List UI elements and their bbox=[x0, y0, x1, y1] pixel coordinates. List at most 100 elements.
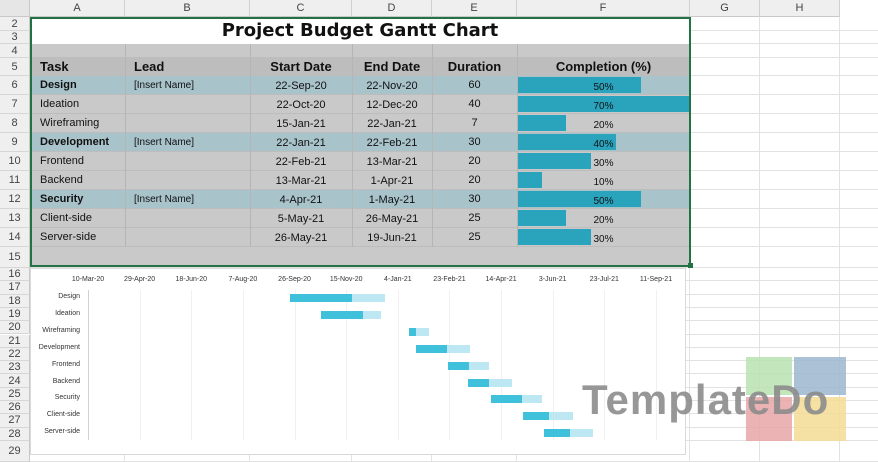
column-separator bbox=[250, 171, 251, 190]
column-separator bbox=[125, 95, 126, 114]
table-row[interactable]: Backend 13-Mar-21 1-Apr-21 20 10% bbox=[30, 171, 690, 190]
watermark-text: TemplateDo bbox=[582, 376, 830, 423]
row-header-24[interactable]: 24 bbox=[0, 374, 30, 388]
y-axis bbox=[88, 290, 89, 440]
gantt-bar-done bbox=[522, 412, 549, 421]
column-header-b[interactable]: B bbox=[125, 0, 250, 17]
completion-bar bbox=[517, 115, 567, 131]
lead-name: [Insert Name] bbox=[134, 193, 195, 205]
gantt-bar-remaining bbox=[469, 361, 489, 370]
row-header-9[interactable]: 9 bbox=[0, 133, 30, 152]
x-tick-label: 23-Jul-21 bbox=[589, 276, 619, 283]
column-separator bbox=[125, 76, 126, 95]
column-separator bbox=[432, 114, 433, 133]
gantt-bar-done bbox=[468, 378, 489, 387]
row-header-27[interactable]: 27 bbox=[0, 414, 30, 428]
header-lead: Lead bbox=[134, 59, 165, 74]
column-separator bbox=[517, 171, 518, 190]
gantt-bar-remaining bbox=[521, 395, 543, 404]
row-header-15[interactable]: 15 bbox=[0, 247, 30, 268]
row-header-23[interactable]: 23 bbox=[0, 361, 30, 375]
table-row[interactable]: Ideation 22-Oct-20 12-Dec-20 40 70% bbox=[30, 95, 690, 114]
lead-name: [Insert Name] bbox=[134, 79, 195, 91]
x-tick-label: 4-Jan-21 bbox=[383, 276, 412, 283]
table-row[interactable]: Design [Insert Name] 22-Sep-20 22-Nov-20 60 5… bbox=[30, 76, 690, 95]
y-tick-label: Security bbox=[54, 394, 80, 402]
row-header-17[interactable]: 17 bbox=[0, 281, 30, 295]
end-date: 22-Nov-20 bbox=[366, 80, 418, 92]
table-row[interactable]: Development [Insert Name] 22-Jan-21 22-Feb-… bbox=[30, 133, 690, 152]
x-tick-label: 18-Jun-20 bbox=[175, 276, 208, 283]
y-tick-label: Client-side bbox=[46, 411, 80, 419]
table-row[interactable]: Client-side 5-May-21 26-May-21 25 20% bbox=[30, 209, 690, 228]
task-name: Design bbox=[40, 79, 77, 91]
chart-gridline bbox=[552, 290, 554, 440]
row-header-29[interactable]: 29 bbox=[0, 440, 30, 462]
row-header-25[interactable]: 25 bbox=[0, 387, 30, 401]
row-header-4[interactable]: 4 bbox=[0, 44, 30, 58]
row-header-5[interactable]: 5 bbox=[0, 58, 30, 76]
row-header-6[interactable]: 6 bbox=[0, 76, 30, 95]
column-separator bbox=[432, 95, 433, 114]
gantt-bar-done bbox=[321, 310, 363, 319]
table-row[interactable]: Server-side 26-May-21 19-Jun-21 25 30% bbox=[30, 228, 690, 247]
end-date: 22-Jan-21 bbox=[367, 118, 417, 130]
row-header-12[interactable]: 12 bbox=[0, 190, 30, 209]
row-header-21[interactable]: 21 bbox=[0, 334, 30, 348]
duration: 30 bbox=[468, 193, 481, 205]
row-header-22[interactable]: 22 bbox=[0, 347, 30, 362]
table-row[interactable]: Wireframing 15-Jan-21 22-Jan-21 7 20% bbox=[30, 114, 690, 133]
column-separator bbox=[125, 209, 126, 228]
y-tick-label: Ideation bbox=[55, 309, 80, 317]
x-tick-label: 3-Jun-21 bbox=[538, 276, 567, 283]
chart-gridline bbox=[604, 290, 606, 440]
column-separator bbox=[432, 76, 433, 95]
row-header-7[interactable]: 7 bbox=[0, 95, 30, 114]
row-header-18[interactable]: 18 bbox=[0, 294, 30, 308]
column-header-f[interactable]: F bbox=[517, 0, 690, 17]
row-header-16[interactable]: 16 bbox=[0, 268, 30, 282]
row-header-2[interactable]: 2 bbox=[0, 17, 30, 31]
column-separator bbox=[352, 95, 353, 114]
completion-value: 20% bbox=[593, 214, 614, 226]
select-all-corner[interactable] bbox=[0, 0, 30, 17]
row-header-26[interactable]: 26 bbox=[0, 401, 30, 415]
row-header-13[interactable]: 13 bbox=[0, 209, 30, 228]
task-name: Security bbox=[40, 193, 84, 205]
duration: 60 bbox=[468, 79, 481, 91]
completion-value: 10% bbox=[593, 176, 614, 188]
table-row[interactable]: Security [Insert Name] 4-Apr-21 1-May-21 30 5… bbox=[30, 190, 690, 209]
row-header-20[interactable]: 20 bbox=[0, 321, 30, 335]
row-header-3[interactable]: 3 bbox=[0, 31, 30, 44]
watermark-logo bbox=[746, 357, 846, 441]
x-tick-label: 15-Nov-20 bbox=[329, 276, 363, 283]
column-header-g[interactable]: G bbox=[690, 0, 760, 17]
row-header-14[interactable]: 14 bbox=[0, 228, 30, 247]
row-header-28[interactable]: 28 bbox=[0, 427, 30, 441]
row-header-11[interactable]: 11 bbox=[0, 171, 30, 190]
column-separator bbox=[125, 171, 126, 190]
row-header-19[interactable]: 19 bbox=[0, 307, 30, 322]
column-header-e[interactable]: E bbox=[432, 0, 517, 17]
x-tick-label: 26-Sep-20 bbox=[278, 276, 311, 283]
column-header-c[interactable]: C bbox=[250, 0, 352, 17]
column-separator bbox=[250, 114, 251, 133]
column-separator bbox=[352, 190, 353, 209]
row-header-8[interactable]: 8 bbox=[0, 114, 30, 133]
completion-value: 30% bbox=[593, 233, 614, 245]
gantt-bar-done bbox=[544, 429, 571, 438]
header-completion: Completion (%) bbox=[555, 59, 652, 74]
column-separator bbox=[432, 228, 433, 247]
table-row[interactable]: Frontend 22-Feb-21 13-Mar-21 20 30% bbox=[30, 152, 690, 171]
x-tick-label: 11-Sep-21 bbox=[639, 276, 673, 283]
column-header-a[interactable]: A bbox=[30, 0, 125, 17]
column-separator bbox=[125, 133, 126, 152]
start-date: 22-Oct-20 bbox=[276, 99, 326, 111]
column-header-d[interactable]: D bbox=[352, 0, 432, 17]
start-date: 22-Jan-21 bbox=[276, 137, 326, 149]
fill-handle[interactable] bbox=[688, 263, 693, 268]
title-cell[interactable]: Project Budget Gantt Chart bbox=[30, 17, 690, 44]
row-header-10[interactable]: 10 bbox=[0, 152, 30, 171]
column-separator bbox=[517, 152, 518, 171]
column-header-h[interactable]: H bbox=[760, 0, 840, 17]
